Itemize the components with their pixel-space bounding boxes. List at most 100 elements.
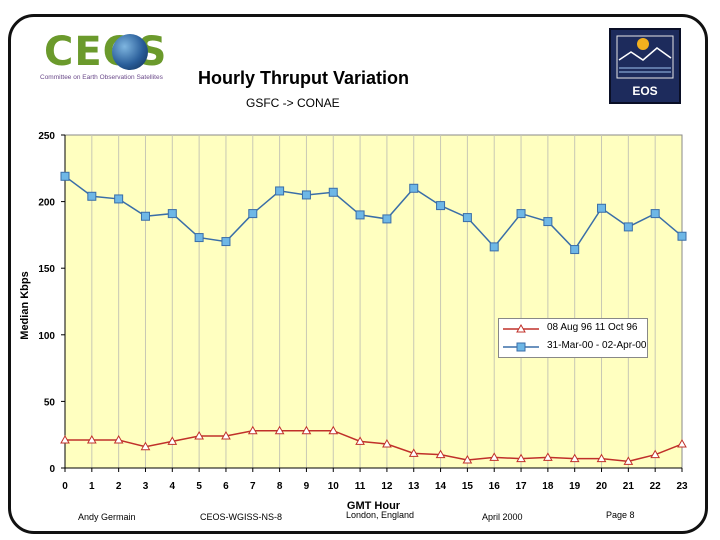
series-1-line	[65, 429, 683, 463]
footer-date: April 2000	[482, 512, 523, 522]
x-tick-label-9: 9	[304, 481, 310, 492]
x-tick-label-18: 18	[542, 481, 554, 492]
series-2-point-2	[114, 194, 124, 204]
x-tick-label-13: 13	[408, 481, 420, 492]
series-2-point-18	[543, 217, 553, 227]
series-1-point-6	[221, 431, 231, 440]
footer-author: Andy Germain	[78, 512, 136, 522]
legend-label-series-1: 08 Aug 96 11 Oct 96	[547, 322, 638, 333]
x-tick-label-20: 20	[596, 481, 608, 492]
series-2-point-11	[355, 210, 365, 220]
x-tick-label-12: 12	[381, 481, 393, 492]
series-2-point-17	[516, 209, 526, 219]
footer-page: Page 8	[606, 510, 635, 520]
series-1-point-0	[60, 435, 70, 444]
series-2-point-6	[221, 237, 231, 247]
series-2-point-3	[140, 211, 150, 221]
ceos-logo: CEOS Committee on Earth Observation Sate…	[38, 30, 188, 90]
series-2-point-13	[409, 183, 419, 193]
series-1-point-15	[462, 455, 473, 464]
globe-icon	[112, 34, 148, 70]
y-tick-label-200: 200	[38, 198, 55, 209]
series-2-point-7	[248, 209, 258, 219]
series-1-point-18	[543, 452, 553, 461]
x-tick-label-3: 3	[143, 481, 149, 492]
series-1-point-9	[301, 425, 312, 435]
series-2-point-1	[87, 191, 97, 201]
series-1-point-16	[489, 452, 500, 461]
series-1-point-11	[355, 436, 365, 445]
x-tick-label-0: 0	[62, 481, 68, 492]
series-1	[60, 425, 687, 465]
x-tick-label-4: 4	[170, 481, 176, 492]
legend-label-series-2: 31-Mar-00 - 02-Apr-00	[547, 340, 647, 351]
x-tick-label-23: 23	[676, 481, 688, 492]
series-1-point-7	[247, 425, 258, 435]
series-2-point-16	[489, 242, 499, 252]
series-2-point-12	[382, 214, 392, 224]
series-1-point-10	[328, 425, 339, 435]
series-2-point-4	[167, 209, 177, 219]
y-tick-label-100: 100	[38, 331, 55, 342]
series-1-point-20	[596, 453, 607, 463]
footer-doc-id: CEOS-WGISS-NS-8	[200, 512, 283, 522]
footer-location: London, England	[346, 510, 415, 520]
chart-subtitle: GSFC -> CONAE	[246, 96, 340, 110]
legend-marker-series-1	[516, 323, 526, 333]
series-2-point-14	[436, 201, 446, 211]
series-2-point-10	[328, 187, 338, 197]
legend-marker-series-2	[516, 342, 526, 352]
y-tick-label-50: 50	[44, 397, 56, 408]
x-tick-label-19: 19	[569, 481, 581, 492]
series-2-point-19	[570, 245, 580, 255]
series-1-point-17	[516, 453, 526, 463]
series-1-point-4	[167, 436, 178, 445]
series-2-point-22	[650, 209, 660, 219]
chart-title: Hourly Thruput Variation	[198, 68, 410, 88]
x-tick-label-11: 11	[355, 481, 366, 492]
x-tick-label-6: 6	[223, 481, 229, 492]
x-tick-label-17: 17	[515, 481, 527, 492]
series-2-point-9	[301, 190, 311, 200]
x-tick-label-1: 1	[89, 481, 95, 492]
series-1-point-5	[194, 431, 204, 440]
x-tick-label-15: 15	[462, 481, 474, 492]
x-tick-label-2: 2	[116, 481, 122, 492]
series-2-point-15	[462, 213, 472, 223]
series-1-point-19	[569, 453, 580, 463]
series-1-point-14	[435, 449, 446, 459]
logo-tagline: Committee on Earth Observation Satellite…	[40, 74, 163, 81]
eos-badge: EOS	[609, 28, 681, 104]
x-tick-label-5: 5	[196, 481, 202, 492]
x-tick-label-14: 14	[435, 481, 447, 492]
series-1-point-23	[677, 439, 687, 448]
series-2	[60, 171, 687, 255]
plot-area	[64, 134, 683, 469]
series-1-point-22	[650, 449, 661, 459]
y-tick-label-0: 0	[49, 464, 55, 475]
series-1-point-8	[274, 425, 285, 435]
series-group	[60, 171, 687, 465]
series-1-point-13	[408, 448, 419, 457]
y-tick-label-250: 250	[38, 131, 55, 142]
x-tick-label-10: 10	[328, 481, 340, 492]
series-1-point-21	[623, 456, 634, 465]
series-1-point-12	[382, 439, 392, 448]
series-2-point-0	[60, 171, 70, 181]
eos-emblem-icon	[616, 35, 674, 79]
series-2-point-21	[623, 222, 633, 232]
series-2-point-8	[275, 186, 285, 196]
series-2-point-20	[597, 203, 607, 213]
gridlines	[91, 135, 656, 468]
x-tick-label-21: 21	[623, 481, 635, 492]
legend: 08 Aug 96 11 Oct 96 31-Mar-00 - 02-Apr-0…	[498, 318, 648, 358]
series-1-point-1	[86, 435, 97, 444]
series-2-point-5	[194, 233, 204, 243]
x-axis-label: GMT Hour	[347, 500, 401, 512]
series-2-point-23	[677, 231, 687, 241]
x-tick-label-7: 7	[250, 481, 256, 492]
series-1-point-2	[113, 435, 124, 444]
legend-swatches	[503, 323, 539, 352]
